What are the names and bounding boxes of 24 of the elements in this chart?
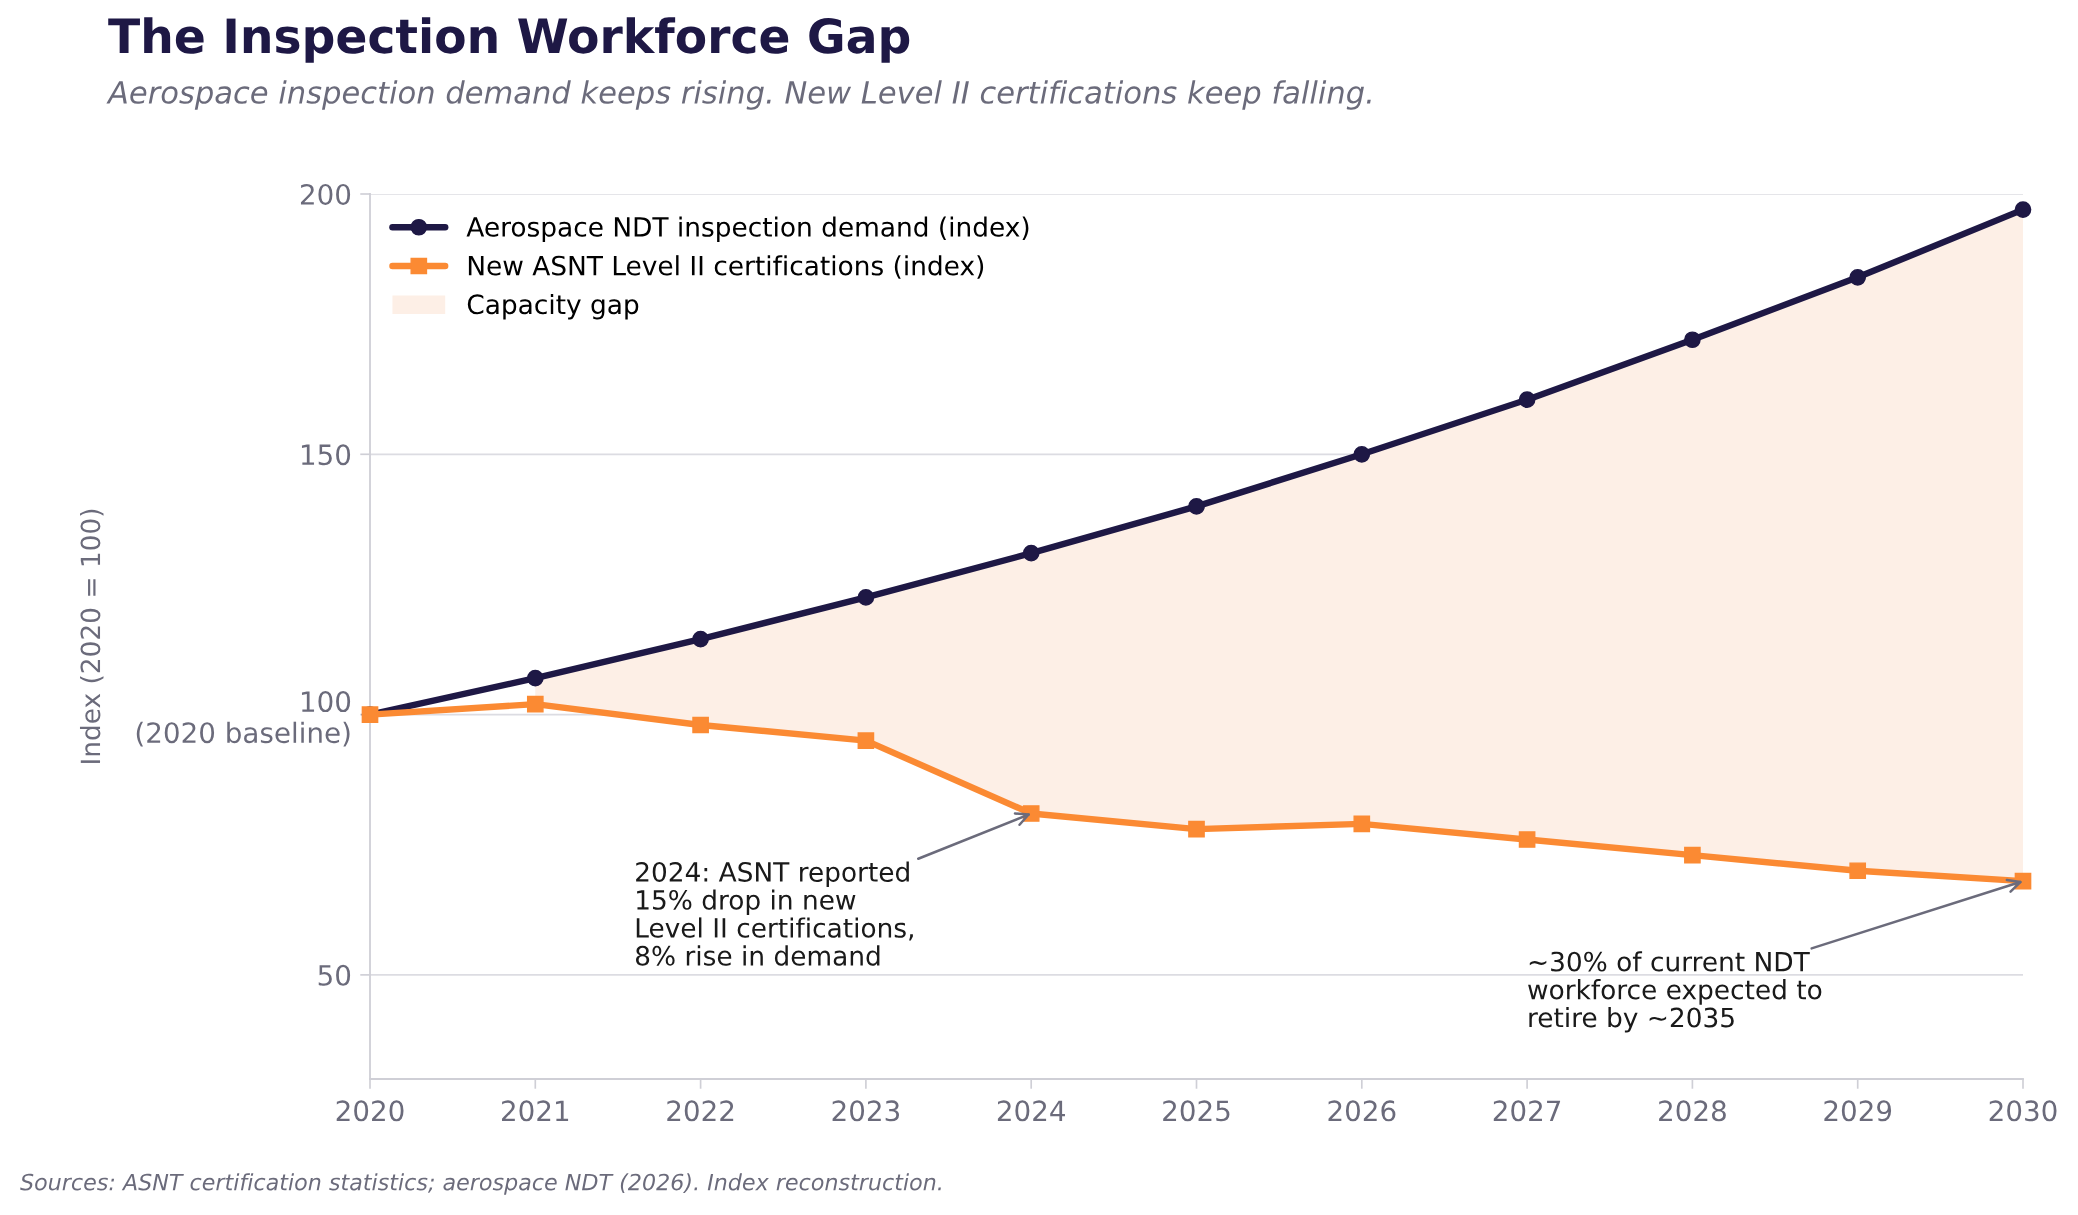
x-tick-label: 2024 bbox=[997, 1100, 1065, 1122]
legend-label: New ASNT Level II certifications (index) bbox=[468, 255, 984, 279]
x-tick-label: 2029 bbox=[1824, 1100, 1892, 1122]
x-tick-label: 2022 bbox=[667, 1100, 734, 1122]
legend-label: Aerospace NDT inspection demand (index) bbox=[466, 216, 1029, 242]
source-note: Sources: ASNT certification statistics; aerospace NDT (2026). Index reconstruction. bbox=[20, 1173, 941, 1195]
y-tick-label: 50 bbox=[318, 964, 351, 986]
annotation: ~30% of current NDT workforce expected to retire by ~2035 bbox=[1528, 951, 1822, 1033]
chart-title: The Inspection Workforce Gap bbox=[108, 17, 910, 63]
x-tick-label: 2028 bbox=[1659, 1100, 1726, 1122]
y-tick-label: 100 (2020 baseline) bbox=[136, 691, 351, 747]
annotation: 2024: ASNT reported 15% drop in new Level II certifications, 8% rise in demand bbox=[635, 861, 913, 966]
chart-subtitle: Aerospace inspection demand keeps rising. New Level II certifications keep falling. bbox=[106, 80, 1371, 110]
y-tick-label: 150 bbox=[301, 444, 351, 466]
x-tick-label: 2025 bbox=[1163, 1100, 1230, 1122]
x-tick-label: 2027 bbox=[1493, 1100, 1561, 1122]
legend-label: Capacity gap bbox=[467, 293, 639, 320]
x-tick-label: 2023 bbox=[832, 1100, 900, 1122]
y-axis-title: Index (2020 = 100) bbox=[79, 509, 104, 763]
x-tick-label: 2020 bbox=[336, 1100, 404, 1122]
x-tick-label: 2021 bbox=[501, 1100, 569, 1122]
y-tick-label: 200 bbox=[300, 183, 351, 205]
x-tick-label: 2030 bbox=[1989, 1100, 2057, 1122]
x-tick-label: 2026 bbox=[1328, 1100, 1396, 1122]
